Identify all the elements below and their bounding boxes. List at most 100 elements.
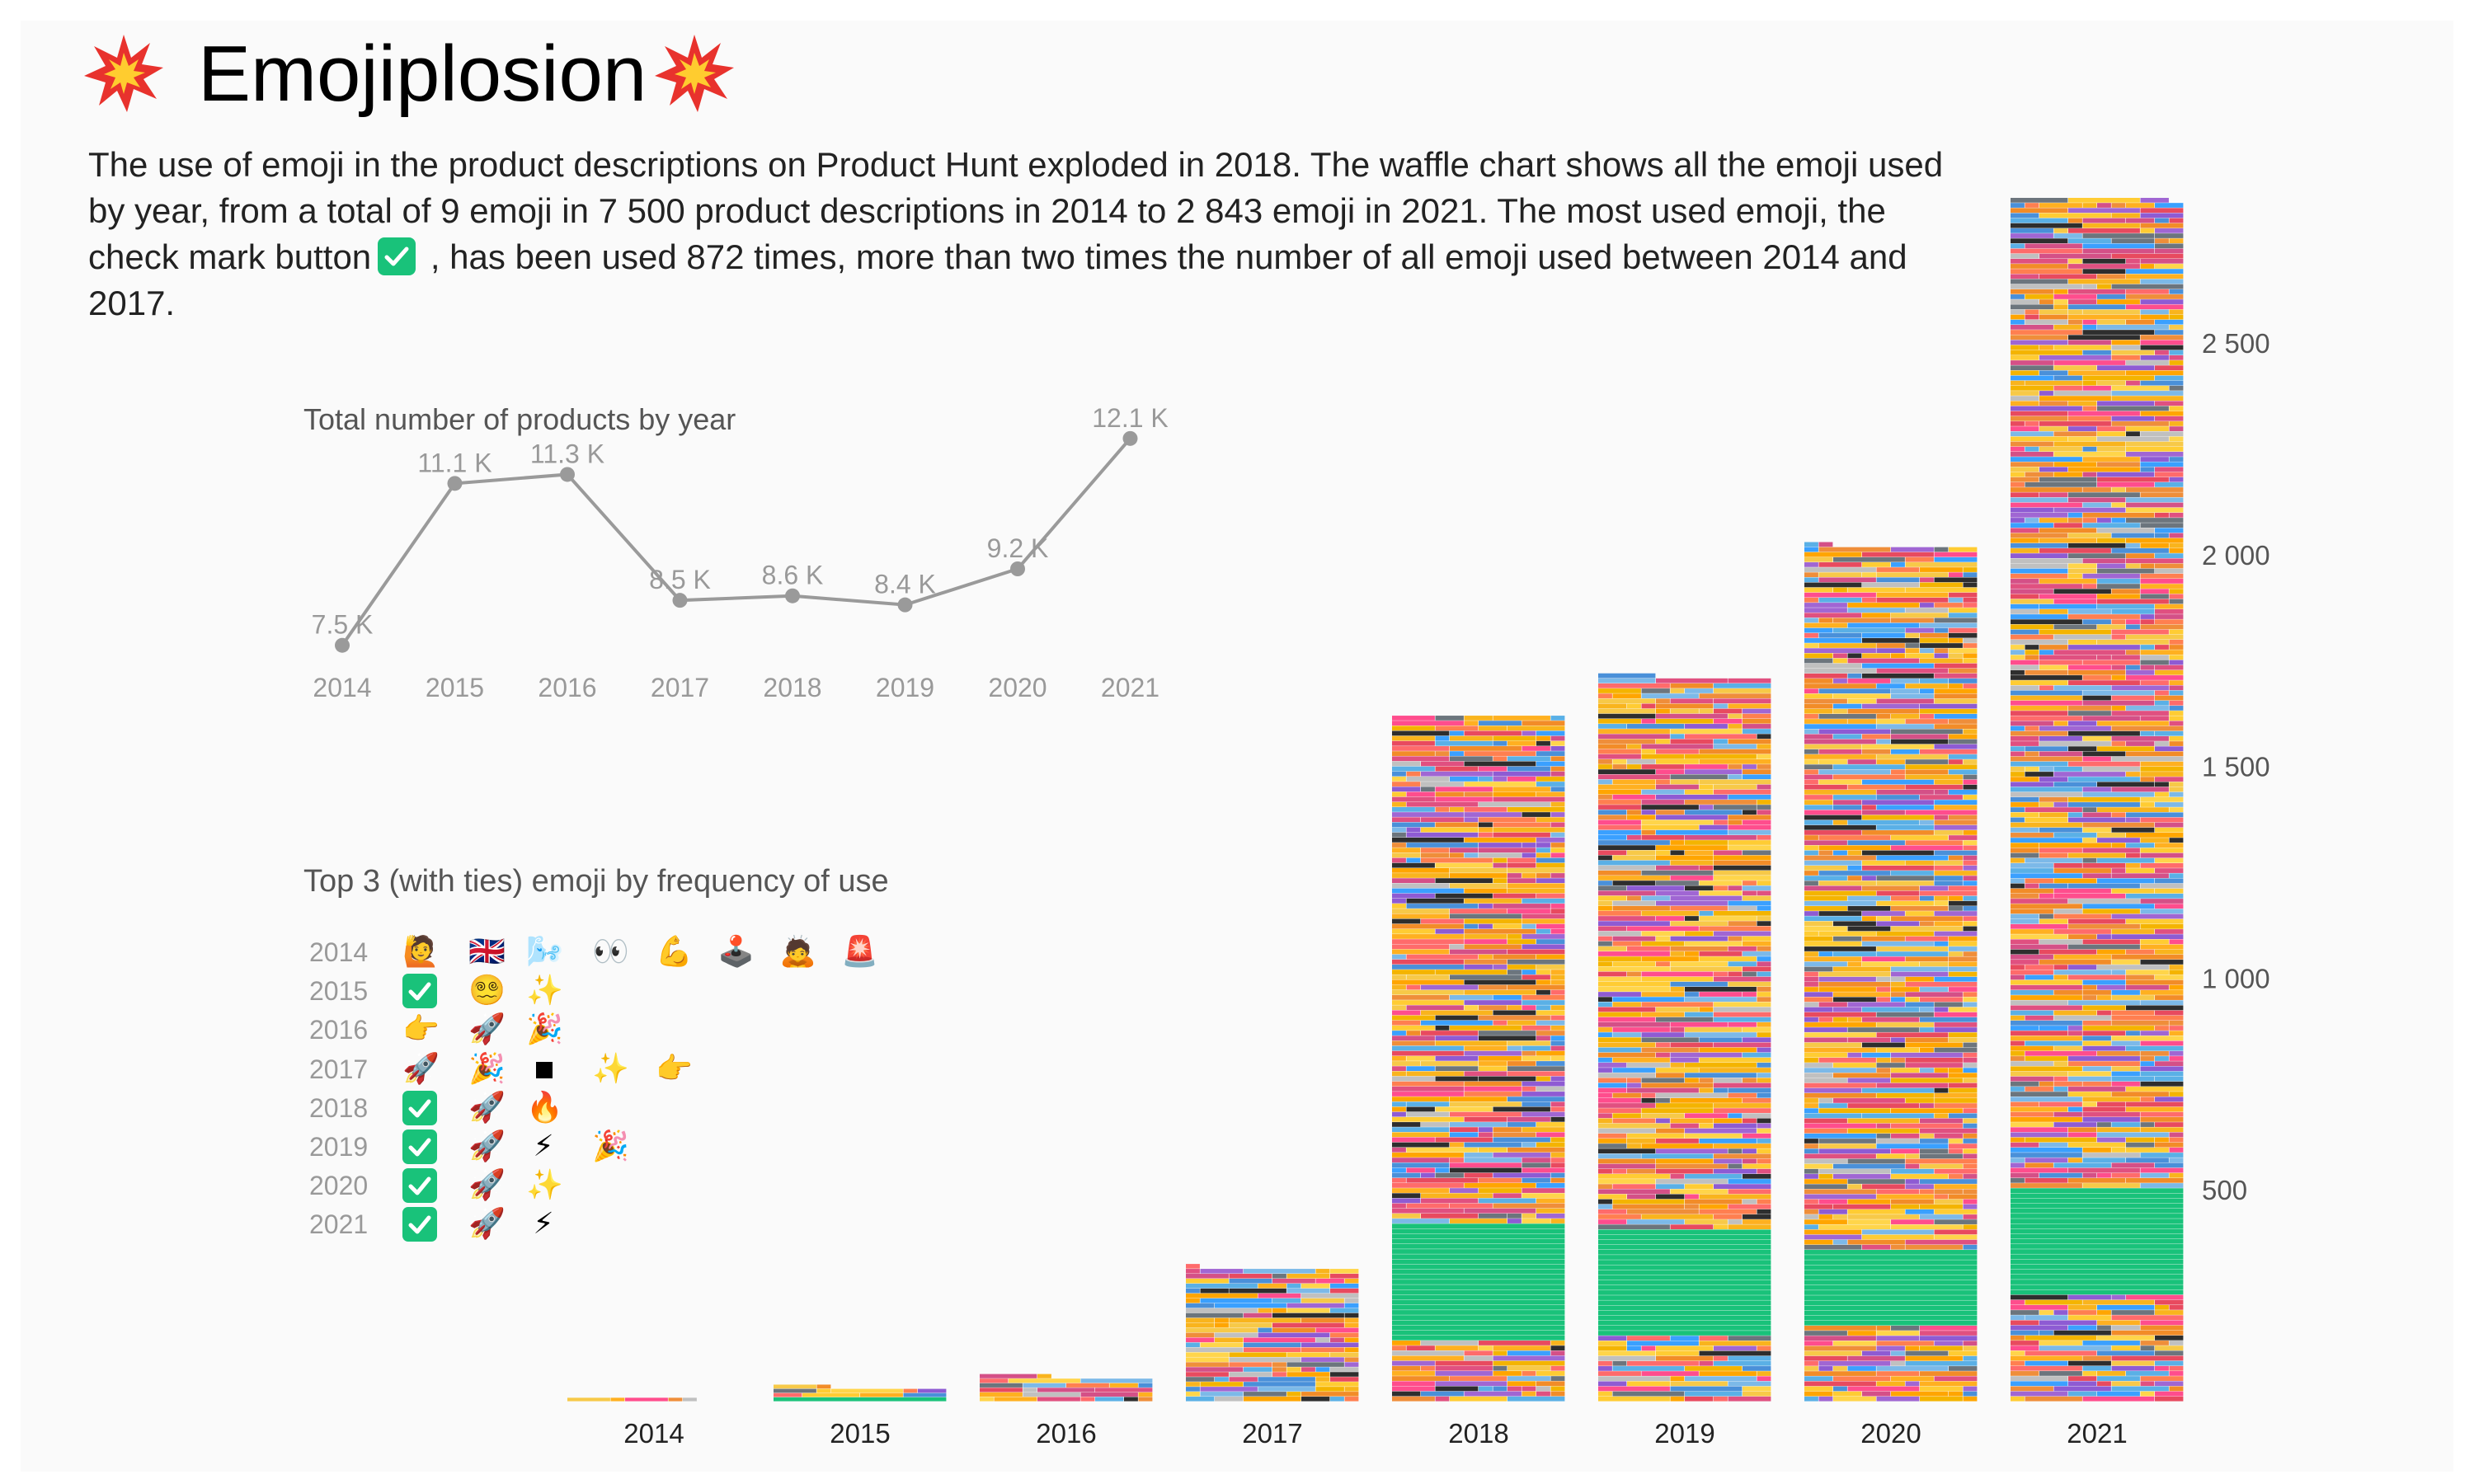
waffle-cell [2155,878,2184,884]
line-data-label: 11.3 K [530,439,604,468]
waffle-cell [1804,1087,1862,1093]
waffle-cell [2068,746,2097,752]
waffle-cell [2068,518,2082,523]
waffle-cell [2140,213,2184,218]
waffle-cell [2126,984,2169,990]
waffle-cell [1037,1374,1051,1378]
waffle-cell [1847,876,1862,881]
waffle-cell [1934,1002,1963,1007]
waffle-cell [1891,1133,1920,1139]
waffle-cell [2126,1137,2155,1143]
waffle-cell [1522,1371,1536,1376]
waffle-cell [2011,1391,2068,1397]
waffle-cell [2111,1010,2155,1016]
waffle-cell [1728,1092,1757,1098]
waffle-cell [1670,1027,1685,1032]
waffle-cell [1598,734,1670,740]
waffle-cell [1804,1068,1876,1073]
waffle-cell [1550,1386,1565,1392]
waffle-cell [1522,852,1536,858]
waffle-cell [1905,643,1920,648]
waffle-cell [1598,1270,1771,1275]
waffle-cell [2082,807,2097,813]
waffle-cell [2025,1056,2068,1061]
waffle-cell [1507,862,1536,868]
waffle-cell [2097,1304,2155,1310]
waffle-cell [1392,1381,1435,1387]
waffle-cell [1949,885,1978,891]
waffle-cell [2169,1132,2184,1138]
waffle-cell [2011,1386,2053,1392]
waffle-cell [2126,772,2140,777]
waffle-cell [2025,655,2039,660]
waffle-cell [2011,624,2053,630]
waffle-cell [2140,579,2184,584]
waffle-cell [2025,645,2039,650]
waffle-cell [2011,807,2025,813]
waffle-cell [1392,1076,1435,1082]
waffle-cell [1641,805,1699,810]
waffle-cell [1876,759,1905,764]
waffle-cell [1627,758,1656,764]
waffle-cell [1934,900,1949,906]
waffle-cell [1392,1183,1464,1188]
waffle-cell [1536,1391,1550,1397]
waffle-cell [1728,764,1743,769]
line-point [785,588,800,603]
waffle-cell [1507,1376,1550,1381]
waffle-cell [2011,1280,2184,1284]
waffle-cell [2011,735,2039,741]
line-x-tick-label: 2018 [763,673,821,702]
waffle-cell [2011,523,2053,528]
waffle-cell [1507,934,1522,939]
waffle-cell [2068,319,2082,325]
waffle-cell [1920,1381,1978,1387]
waffle-cell [1550,766,1565,772]
waffle-cell [2097,1310,2111,1315]
waffle-cell [1804,1280,1978,1285]
waffle-cell [2068,553,2126,558]
waffle-cell [1627,1219,1685,1224]
waffle-cell [2011,929,2053,934]
waffle-cell [1330,1352,1359,1357]
waffle-cell [1833,764,1905,770]
waffle-cell [1229,1377,1258,1382]
waffle-cell [1847,603,1920,608]
waffle-cell [1598,1179,1656,1184]
waffle-cell [1934,1133,1963,1139]
waffle-cell [2025,243,2082,249]
waffle-cell [2140,665,2155,670]
waffle-cell [1847,1002,1905,1007]
waffle-cell [1699,916,1757,921]
waffle-cell [1862,1229,1934,1235]
waffle-cell [1804,850,1818,856]
waffle-cell [2155,791,2169,797]
waffle-cell [1656,1184,1685,1189]
waffle-cell [2169,238,2184,244]
waffle-cell [1847,1027,1920,1032]
waffle-cell [1757,1092,1771,1098]
waffle-cell [2082,939,2140,945]
waffle-cell [1464,939,1507,944]
waffle-cell [2011,1376,2068,1381]
waffle-cell [1743,718,1771,724]
waffle-cell [1421,817,1464,823]
waffle-cell [1699,911,1714,916]
waffle-cell [2039,608,2068,614]
waffle-cell [1862,749,1891,754]
waffle-cell [2126,269,2184,275]
waffle-cell [2140,730,2155,736]
waffle-cell [1186,1392,1200,1397]
waffle-cell [1757,971,1771,977]
waffle-cell [1934,850,1978,856]
waffle-cell [1670,1224,1714,1230]
waffle-cell [1258,1327,1272,1333]
waffle-cell [1598,1260,1771,1265]
waffle-cell [2039,741,2111,746]
waffle-cell [2039,203,2082,208]
waffle-cell [1963,1153,1978,1159]
waffle-cell [1920,688,1934,694]
waffle-cell [1522,1050,1536,1056]
waffle-cell [1464,761,1536,767]
waffle-cell [1641,1047,1699,1053]
